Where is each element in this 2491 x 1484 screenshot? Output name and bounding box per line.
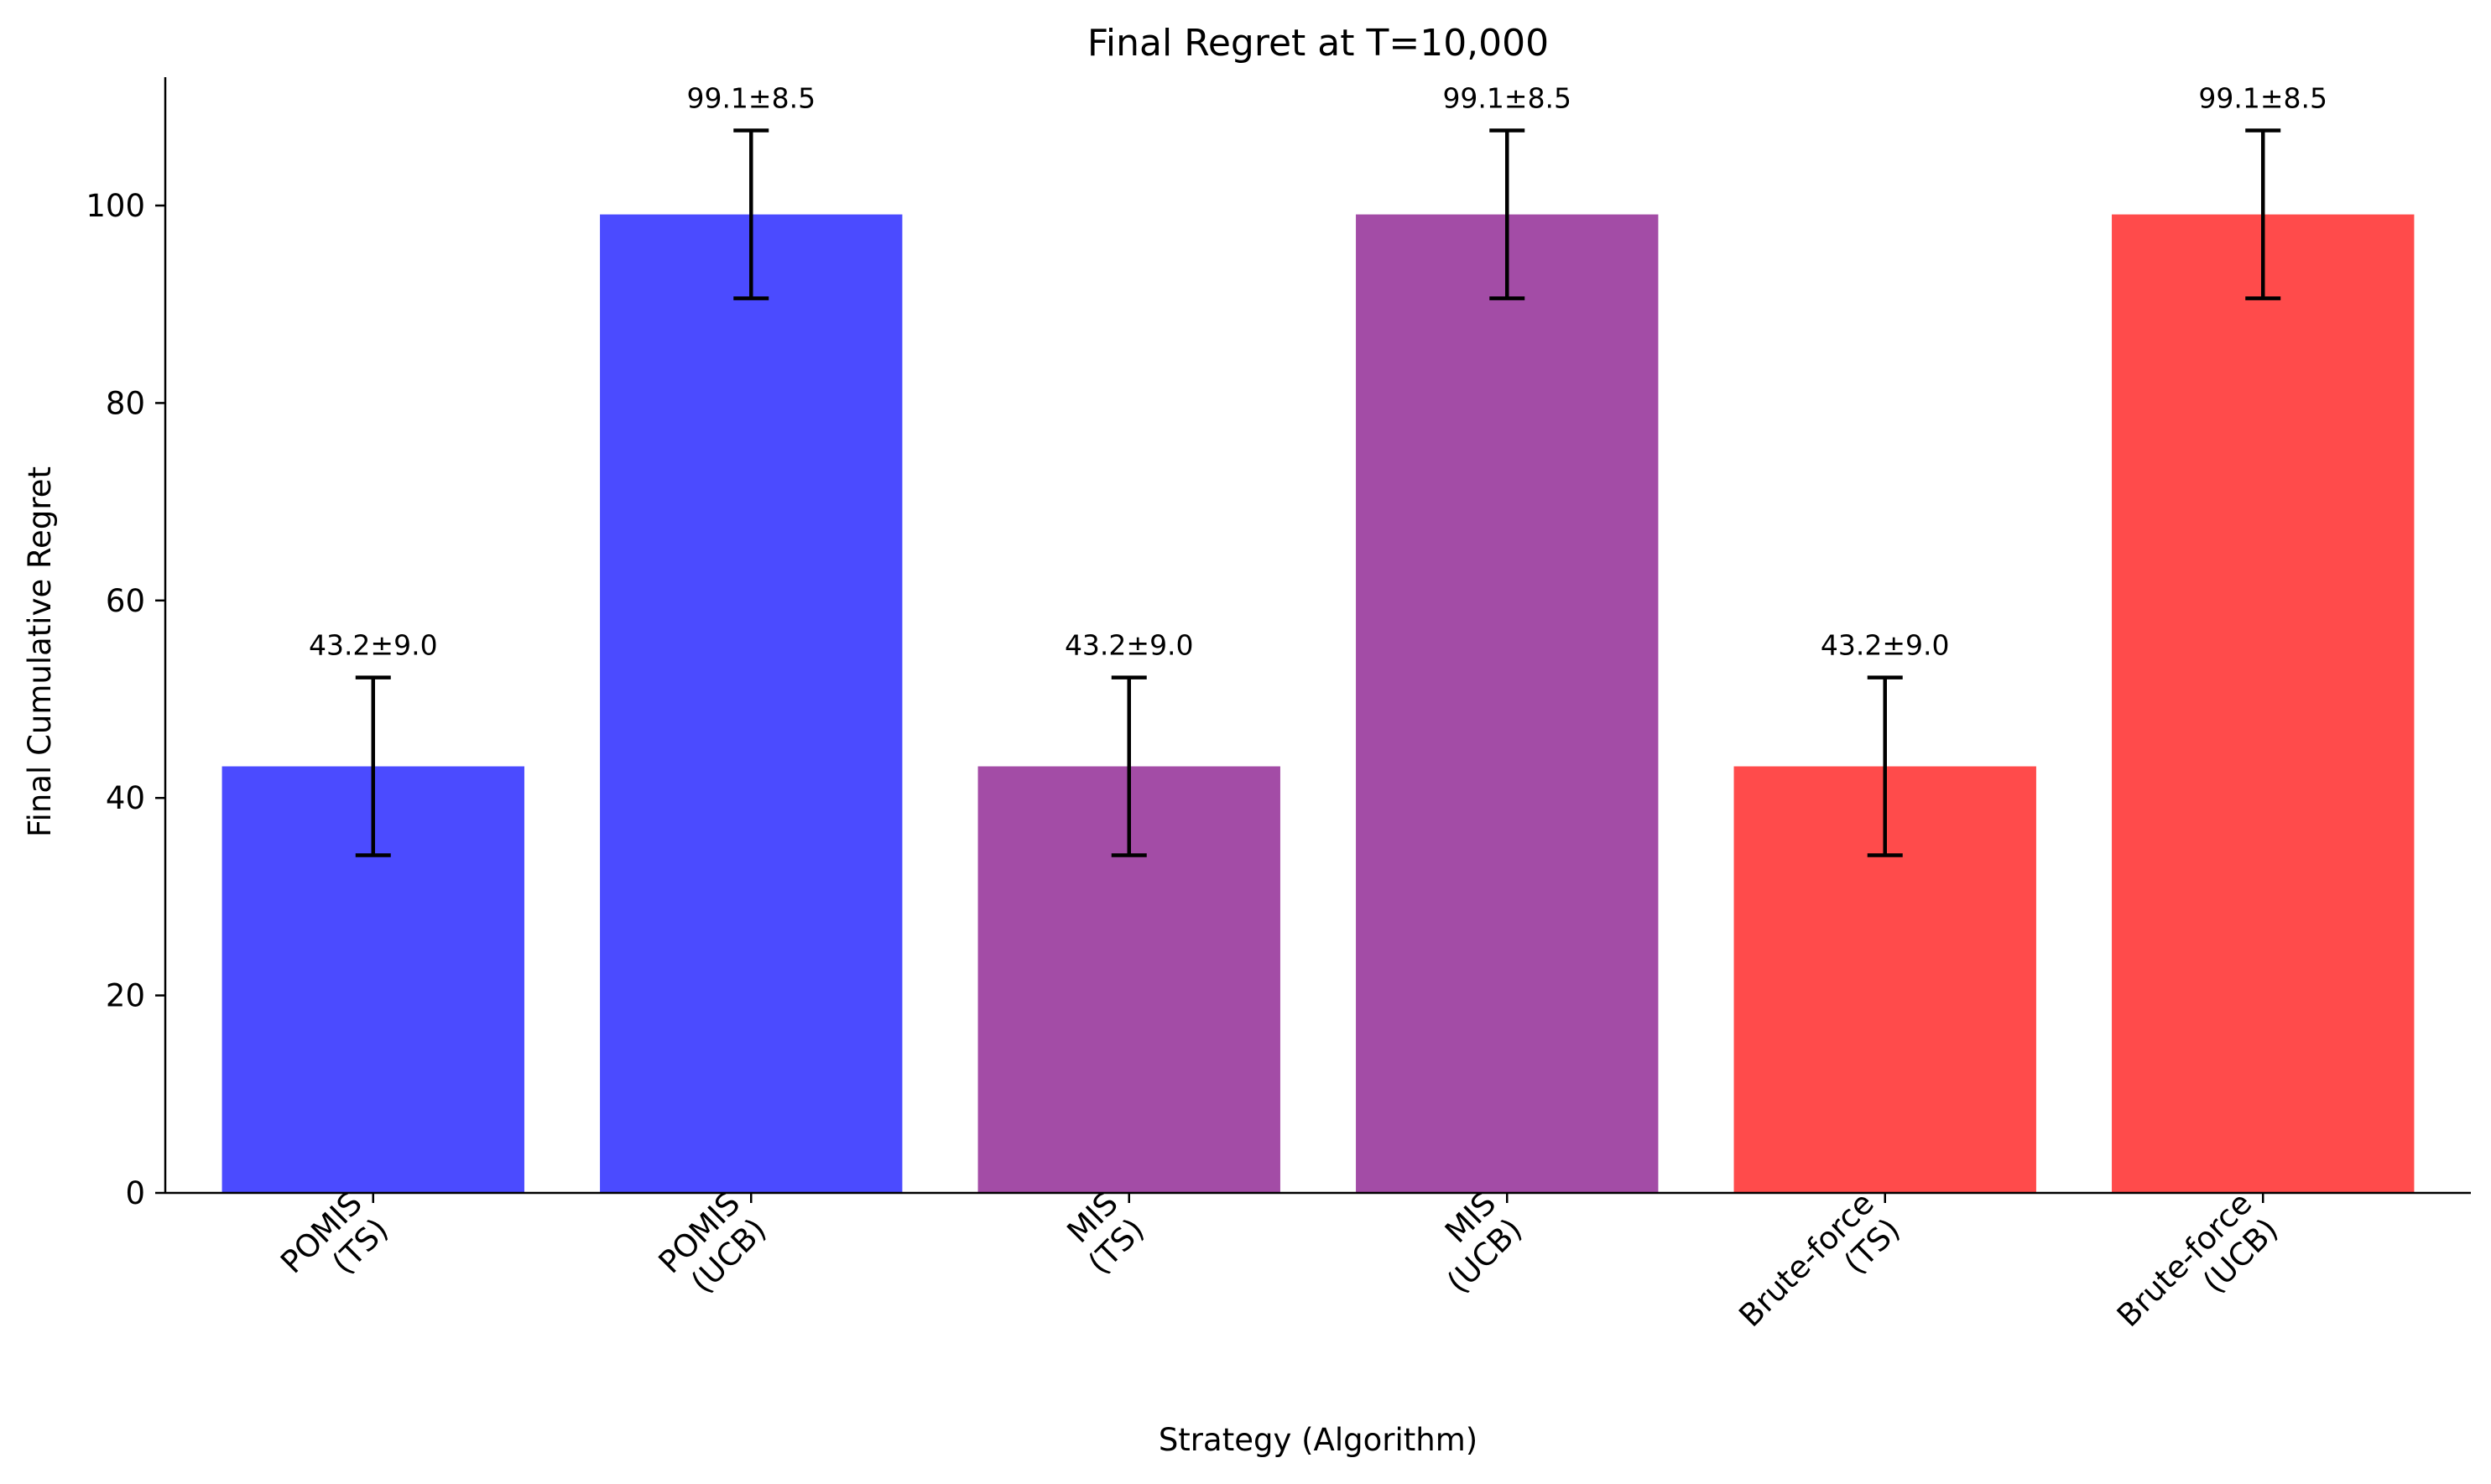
- error-bar: [1867, 675, 1903, 857]
- value-label: 99.1±8.5: [2198, 82, 2327, 115]
- bar: [1356, 214, 1659, 1193]
- value-label: 43.2±9.0: [1065, 629, 1194, 662]
- x-tick-label: Brute-force(UCB): [2110, 1185, 2285, 1360]
- value-label: 99.1±8.5: [686, 82, 816, 115]
- y-tick-label: 0: [125, 1175, 145, 1211]
- x-tick-label: POMIS(UCB): [652, 1185, 774, 1307]
- x-tick-label: MIS(UCB): [1414, 1185, 1529, 1300]
- y-tick-label: 20: [106, 978, 145, 1014]
- error-bars-group: [355, 128, 2281, 857]
- y-axis-label: Final Cumulative Regret: [22, 466, 58, 837]
- value-label: 43.2±9.0: [1821, 629, 1950, 662]
- y-tick-label: 40: [106, 780, 145, 816]
- x-tick-label: POMIS(TS): [274, 1185, 395, 1307]
- value-label: 43.2±9.0: [309, 629, 438, 662]
- error-bar: [355, 675, 391, 857]
- y-tick-label: 100: [86, 188, 145, 224]
- error-bar: [2245, 128, 2281, 300]
- x-axis-label: Strategy (Algorithm): [1159, 1422, 1477, 1458]
- chart-title: Final Regret at T=10,000: [1087, 22, 1549, 65]
- x-tick-label: MIS(TS): [1055, 1185, 1151, 1282]
- y-axis: 0 20 40 60 80 100: [86, 188, 165, 1211]
- error-bar: [1489, 128, 1525, 300]
- error-bar: [733, 128, 769, 300]
- value-labels-group: 43.2±9.0 99.1±8.5 43.2±9.0 99.1±8.5 43.2±9.0…: [309, 82, 2327, 662]
- x-axis: POMIS(TS) POMIS(UCB) MIS(TS) MIS(UCB) Brute-…: [274, 1185, 2285, 1360]
- y-tick-label: 60: [106, 583, 145, 619]
- bar: [600, 214, 903, 1193]
- bars-group: [221, 214, 2415, 1193]
- value-label: 99.1±8.5: [1442, 82, 1571, 115]
- y-tick-label: 80: [106, 385, 145, 421]
- x-tick-label: Brute-force(TS): [1733, 1185, 1907, 1360]
- error-bar: [1111, 675, 1147, 857]
- bar: [2112, 214, 2415, 1193]
